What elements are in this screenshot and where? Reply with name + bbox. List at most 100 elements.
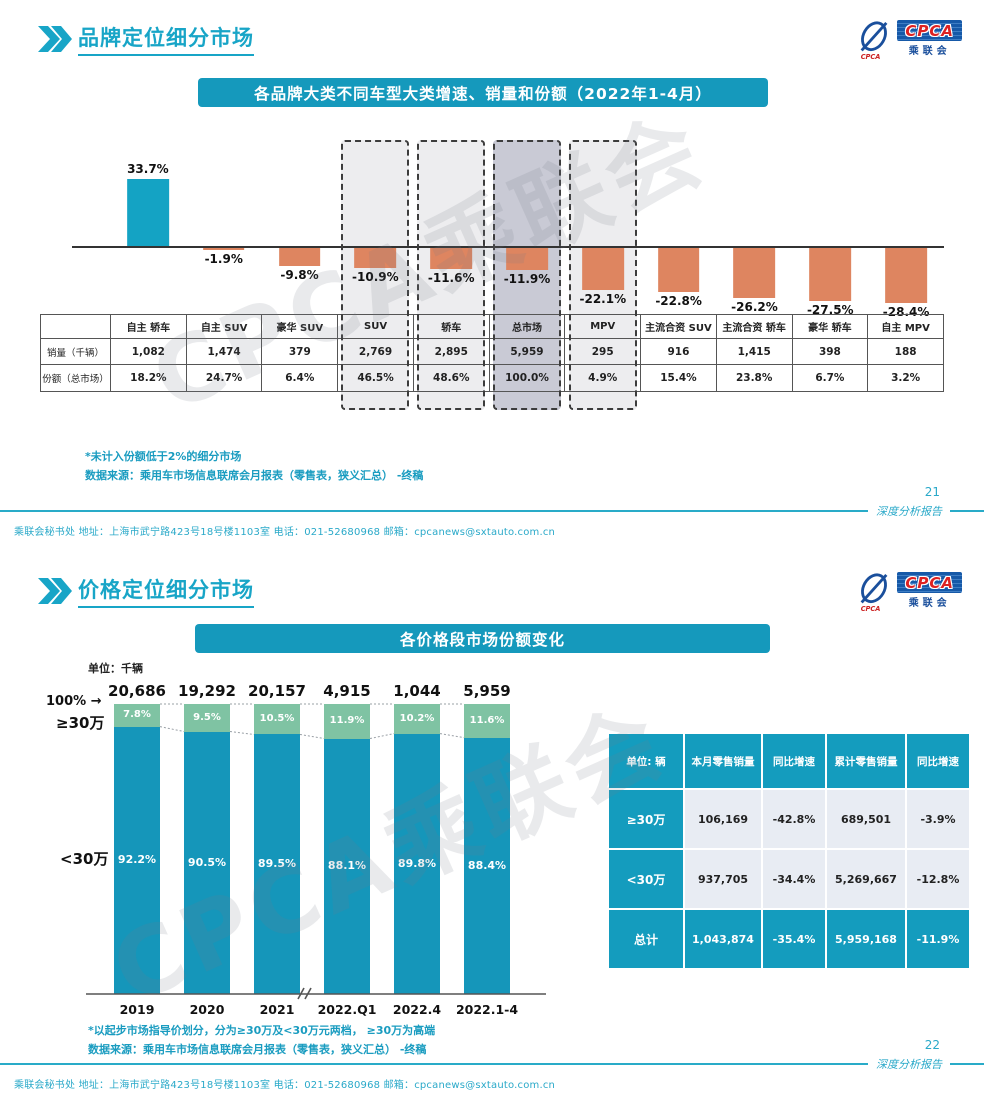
cpca-logo-box: CPCA (897, 572, 962, 593)
table2-cell: -12.8% (907, 850, 969, 908)
table2-retail-sales: 单位: 辆本月零售销量 同比增速 累计零售销量 同比增速 ≥30万 106,169 -42.… (609, 734, 969, 968)
cpca-emblem-icon: CPCA (860, 21, 888, 60)
table1-col-header: 自主 轿车 (111, 315, 187, 339)
table1-cell: 2,895 (413, 339, 490, 365)
chart1-column: -10.9% (337, 136, 413, 314)
table2-header: 本月零售销量 (685, 734, 761, 788)
table1-col-header: 豪华 轿车 (792, 315, 869, 339)
table1-col-header: 主流合资 轿车 (716, 315, 793, 339)
chart2-x-label: 2019 (119, 1002, 155, 1017)
chart1-bar (581, 246, 624, 291)
chart1-bar (127, 178, 169, 246)
table2-cell: -35.4% (763, 910, 825, 968)
table2-cell: 5,959,168 (827, 910, 905, 968)
report-tag: 深度分析报告 (876, 1058, 942, 1071)
chart2-total-label: 4,915 (323, 682, 371, 700)
table2-header: 累计零售销量 (827, 734, 905, 788)
table1-row-header: 份额（总市场） (41, 365, 111, 392)
table1-col-header: 轿车 (413, 315, 490, 339)
chart2-segment-high (254, 704, 300, 735)
report-tag: 深度分析报告 (876, 505, 942, 518)
table1-col-header: SUV (338, 315, 414, 339)
table1-cell: 4.9% (565, 365, 642, 392)
table1-sales-share: 自主 轿车 自主 SUV 豪华 SUV SUV 轿车 总市场 MPV 主流合资 SUV 主流合资… (40, 314, 944, 392)
slide1-header: 品牌定位细分市场 (38, 22, 254, 56)
table2-cell: -34.4% (763, 850, 825, 908)
chart1-column: -26.2% (717, 136, 793, 314)
table1-col-header: 自主 SUV (186, 315, 263, 339)
chart2-segment-low (184, 731, 230, 994)
chart2-x-label: 2021 (259, 1002, 295, 1017)
table1-cell: 188 (868, 339, 944, 365)
chart1-bar-value: -1.9% (204, 251, 243, 266)
footnote-source: 数据来源：乘用车市场信息联席会月报表（零售表，狭义汇总） -终稿 (88, 1042, 427, 1056)
table1-cell: 295 (565, 339, 642, 365)
table1-cell: 3.2% (868, 365, 944, 392)
table1-cell: 2,769 (338, 339, 414, 365)
chart2-pct-low: 92.2% (117, 853, 157, 867)
slide-brand-segments: 品牌定位细分市场 CPCA CPCA 乘联会 各品牌大类不同车型大类增速、销量和… (0, 0, 984, 552)
table1-cell: 1,082 (111, 339, 187, 365)
chart2-segment-low (394, 733, 440, 994)
chart2-total-label: 20,157 (248, 682, 306, 700)
chart2-x-label: 2022.4 (392, 1002, 442, 1017)
chart2-pct-low: 88.4% (467, 858, 507, 872)
slide1-title: 品牌定位细分市场 (78, 22, 254, 56)
chart2-pct-high: 7.8% (123, 709, 151, 721)
table1-cell: 23.8% (716, 365, 793, 392)
table1-cell: 1,415 (716, 339, 793, 365)
chart1-column: -11.6% (413, 136, 489, 314)
slide-price-segments: 价格定位细分市场 CPCA CPCA 乘联会 各价格段市场份额变化 单位：千辆 … (0, 552, 984, 1105)
table2-header: 同比增速 (763, 734, 825, 788)
footnote-source: 数据来源：乘用车市场信息联席会月报表（零售表，狭义汇总） -终稿 (85, 468, 424, 482)
slide1-chart-banner: 各品牌大类不同车型大类增速、销量和份额（2022年1-4月） (198, 78, 768, 107)
chart1-column: -22.1% (565, 136, 641, 314)
table1-cell: 6.7% (792, 365, 869, 392)
cpca-logo-box: CPCA (897, 20, 962, 41)
chart2-pct-low: 88.1% (327, 859, 367, 873)
chart1-bar (430, 246, 473, 270)
chart1-column: -28.4% (868, 136, 944, 319)
chart1-bar (885, 246, 927, 303)
chart1-bar-value: -26.2% (731, 300, 778, 315)
chart1-column: -1.9% (186, 136, 262, 314)
table1-cell: 100.0% (489, 365, 566, 392)
table2-wrap: 单位: 辆本月零售销量 同比增速 累计零售销量 同比增速 ≥30万 106,169 -42.… (609, 734, 969, 1025)
chart2-price-share-stacked: 100% → ≥30万 <30万 20,686 7.8% 92.2% 2019 19,2… (46, 680, 546, 1025)
chart2-segment-high (324, 704, 370, 739)
chart2-segment-low (324, 738, 370, 994)
chart2-total-label: 19,292 (178, 682, 236, 700)
slide2-chart-banner: 各价格段市场份额变化 (195, 624, 770, 653)
chart1-bar (809, 246, 852, 301)
double-chevron-icon (38, 578, 72, 604)
chart2-100pct-label: 100% → (46, 694, 102, 709)
chart2-pct-high: 11.9% (329, 715, 365, 727)
chart1-column: -22.8% (641, 136, 717, 314)
table2-cell: 689,501 (827, 790, 905, 848)
table1-cell: 48.6% (413, 365, 490, 392)
svg-text:CPCA: CPCA (861, 605, 881, 612)
table1-cell: 46.5% (338, 365, 414, 392)
chart2-pct-high: 10.5% (259, 713, 295, 725)
table1-col-header: 总市场 (489, 315, 566, 339)
footnote: *以起步市场指导价划分，分为≥30万及<30万元两档， ≥30万为高端 (88, 1024, 436, 1037)
chart2-x-label: 2020 (189, 1002, 225, 1017)
footer-contact: 乘联会秘书处 地址：上海市武宁路423号18号楼1103室 电话：021-526… (14, 1080, 556, 1091)
table2-cell: -11.9% (907, 910, 969, 968)
chart1-column: 33.7% (110, 136, 186, 314)
chart2-pct-low: 90.5% (187, 855, 227, 869)
table1-cell: 18.2% (111, 365, 187, 392)
table2-cell: 937,705 (685, 850, 761, 908)
chart1-column: -9.8% (262, 136, 338, 314)
table1-cell: 379 (262, 339, 339, 365)
chart2-segment-low (114, 726, 160, 994)
chart2-pct-high: 9.5% (193, 711, 221, 723)
table1-col-header: 主流合资 SUV (641, 315, 717, 339)
chart2-segment-high (394, 704, 440, 734)
chart1-bar (506, 246, 548, 270)
chart2-total-label: 5,959 (463, 682, 511, 700)
chart2-total-label: 20,686 (108, 682, 166, 700)
chart2-total-label: 1,044 (393, 682, 441, 700)
footnote: *未计入份额低于2%的细分市场 (85, 450, 242, 463)
chart2-pct-high: 11.6% (469, 714, 505, 726)
